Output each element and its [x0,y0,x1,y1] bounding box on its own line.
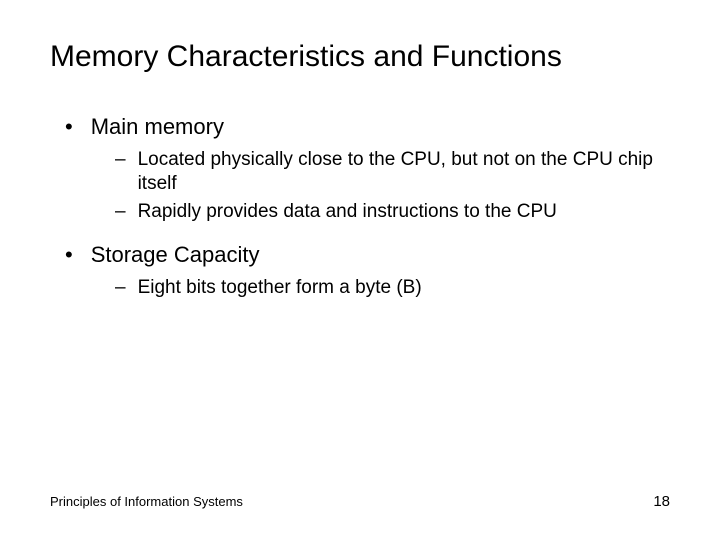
sub-text: Rapidly provides data and instructions t… [138,200,557,224]
slide-content: • Main memory – Located physically close… [50,114,670,300]
bullet-marker: • [65,242,73,268]
sub-item: – Eight bits together form a byte (B) [115,276,670,300]
bullet-marker: • [65,114,73,140]
dash-marker: – [115,148,126,172]
slide-footer: Principles of Information Systems 18 [50,493,670,510]
sub-text: Eight bits together form a byte (B) [138,276,422,300]
bullet-item: • Storage Capacity [65,242,670,268]
footer-page-number: 18 [653,493,670,510]
bullet-text: Storage Capacity [91,242,260,268]
slide-title: Memory Characteristics and Functions [50,40,670,74]
sub-list: – Located physically close to the CPU, b… [65,148,670,223]
footer-source: Principles of Information Systems [50,494,243,509]
dash-marker: – [115,200,126,224]
sub-text: Located physically close to the CPU, but… [138,148,668,196]
bullet-item: • Main memory [65,114,670,140]
sub-list: – Eight bits together form a byte (B) [65,276,670,300]
sub-item: – Located physically close to the CPU, b… [115,148,670,196]
sub-item: – Rapidly provides data and instructions… [115,200,670,224]
bullet-text: Main memory [91,114,224,140]
dash-marker: – [115,276,126,300]
